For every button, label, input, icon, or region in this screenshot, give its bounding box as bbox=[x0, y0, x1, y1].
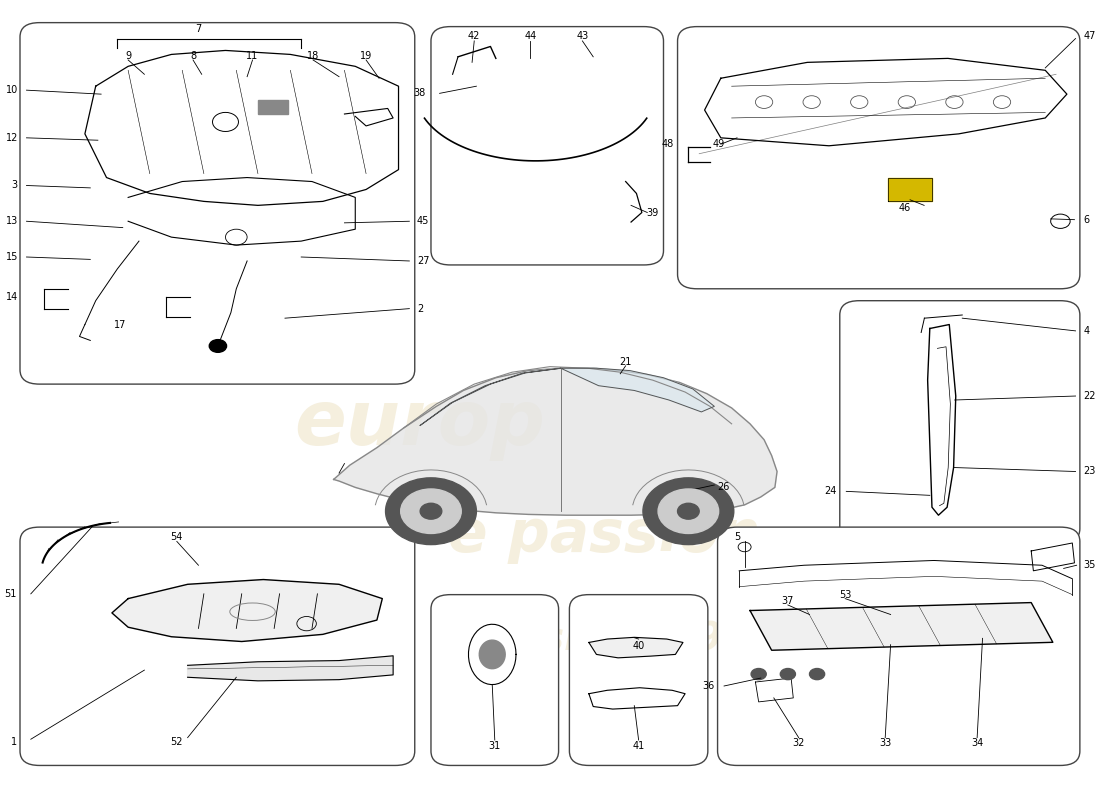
Text: 3: 3 bbox=[12, 181, 18, 190]
Circle shape bbox=[810, 669, 825, 680]
Bar bbox=[257, 100, 288, 114]
Circle shape bbox=[780, 669, 795, 680]
Text: e passion: e passion bbox=[448, 506, 760, 563]
Text: 38: 38 bbox=[414, 88, 426, 98]
Text: 36: 36 bbox=[702, 681, 714, 691]
Text: 46: 46 bbox=[899, 202, 911, 213]
Circle shape bbox=[678, 503, 700, 519]
Text: europ: europ bbox=[295, 387, 546, 461]
FancyBboxPatch shape bbox=[431, 26, 663, 265]
Polygon shape bbox=[750, 602, 1053, 650]
Text: 42: 42 bbox=[468, 31, 481, 41]
Text: 5: 5 bbox=[734, 532, 740, 542]
Circle shape bbox=[751, 669, 767, 680]
Text: 34: 34 bbox=[971, 738, 983, 748]
Polygon shape bbox=[480, 640, 505, 669]
Text: 53: 53 bbox=[839, 590, 851, 600]
Circle shape bbox=[209, 340, 227, 352]
Text: since 1985: since 1985 bbox=[540, 619, 776, 658]
Circle shape bbox=[385, 478, 476, 545]
FancyBboxPatch shape bbox=[717, 527, 1080, 766]
Text: 1: 1 bbox=[11, 737, 16, 746]
Text: 24: 24 bbox=[824, 486, 836, 496]
Text: 43: 43 bbox=[576, 31, 588, 41]
Polygon shape bbox=[588, 638, 683, 658]
Text: 51: 51 bbox=[4, 589, 16, 599]
Text: 8: 8 bbox=[190, 51, 196, 61]
Circle shape bbox=[420, 503, 442, 519]
Text: 10: 10 bbox=[6, 85, 18, 95]
Text: 31: 31 bbox=[488, 741, 501, 750]
Text: 22: 22 bbox=[1084, 391, 1096, 401]
FancyBboxPatch shape bbox=[839, 301, 1080, 543]
Polygon shape bbox=[112, 579, 383, 642]
Text: 17: 17 bbox=[113, 319, 127, 330]
Text: 21: 21 bbox=[619, 357, 631, 367]
Text: 27: 27 bbox=[417, 256, 429, 266]
Text: 18: 18 bbox=[307, 51, 319, 61]
Text: 40: 40 bbox=[632, 641, 645, 651]
Circle shape bbox=[400, 489, 461, 534]
Text: 6: 6 bbox=[1084, 214, 1089, 225]
Text: 13: 13 bbox=[6, 216, 18, 226]
Text: 45: 45 bbox=[417, 216, 429, 226]
FancyBboxPatch shape bbox=[20, 527, 415, 766]
Text: 33: 33 bbox=[879, 738, 891, 748]
Text: 4: 4 bbox=[1084, 326, 1089, 336]
Text: 9: 9 bbox=[125, 51, 131, 61]
Text: 32: 32 bbox=[792, 738, 805, 748]
Text: 11: 11 bbox=[246, 51, 258, 61]
Text: 39: 39 bbox=[647, 207, 659, 218]
Polygon shape bbox=[333, 368, 777, 515]
Polygon shape bbox=[188, 656, 393, 681]
Text: 44: 44 bbox=[525, 31, 537, 41]
Text: 41: 41 bbox=[632, 741, 645, 750]
Polygon shape bbox=[420, 368, 561, 426]
FancyBboxPatch shape bbox=[678, 26, 1080, 289]
Text: 54: 54 bbox=[170, 532, 183, 542]
Text: 7: 7 bbox=[196, 24, 201, 34]
Text: 23: 23 bbox=[1084, 466, 1096, 477]
Text: 2: 2 bbox=[417, 304, 424, 314]
FancyBboxPatch shape bbox=[570, 594, 707, 766]
Circle shape bbox=[642, 478, 734, 545]
Text: 48: 48 bbox=[662, 139, 674, 149]
Text: 52: 52 bbox=[170, 737, 183, 746]
Text: 26: 26 bbox=[717, 482, 729, 492]
Text: 15: 15 bbox=[6, 252, 18, 262]
Bar bbox=[889, 178, 932, 202]
Text: 14: 14 bbox=[6, 292, 18, 302]
Text: 35: 35 bbox=[1084, 560, 1096, 570]
Circle shape bbox=[658, 489, 718, 534]
FancyBboxPatch shape bbox=[20, 22, 415, 384]
Text: 37: 37 bbox=[782, 596, 794, 606]
Polygon shape bbox=[561, 368, 714, 412]
Text: 12: 12 bbox=[6, 133, 18, 143]
FancyBboxPatch shape bbox=[431, 594, 559, 766]
Text: 19: 19 bbox=[360, 51, 372, 61]
Text: 49: 49 bbox=[713, 139, 725, 149]
Text: 47: 47 bbox=[1084, 31, 1096, 41]
